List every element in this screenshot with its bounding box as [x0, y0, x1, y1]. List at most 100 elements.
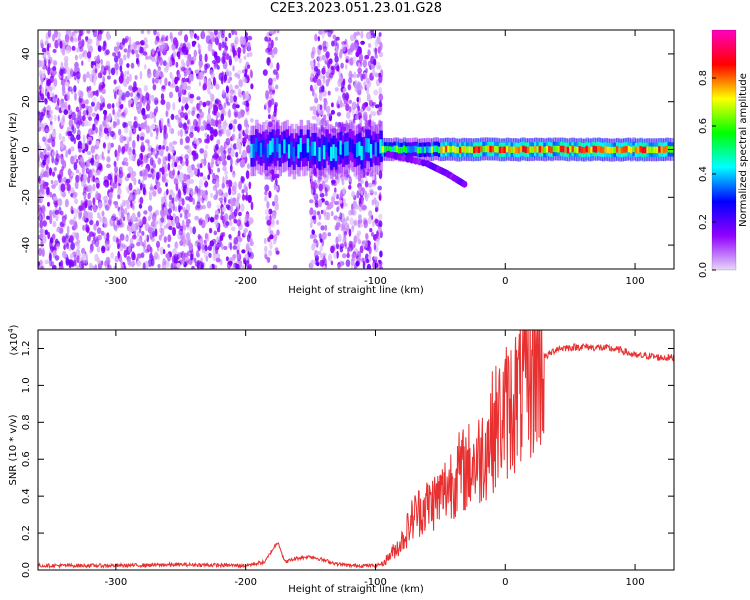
noise-mark	[225, 93, 230, 99]
noise-mark	[49, 240, 53, 249]
noise-mark	[167, 234, 172, 243]
noise-mark	[204, 53, 208, 63]
noise-mark	[177, 164, 183, 170]
snr-series-line	[38, 330, 674, 570]
noise-mark	[373, 256, 379, 261]
noise-mark	[317, 55, 323, 62]
noise-mark	[170, 113, 175, 120]
band-core	[597, 145, 601, 153]
noise-mark	[330, 260, 334, 266]
noise-mark	[208, 107, 211, 115]
noise-mark	[197, 242, 201, 251]
noise-mark	[43, 97, 48, 103]
noise-mark	[142, 100, 146, 107]
noise-mark	[229, 212, 235, 219]
noise-mark	[136, 134, 140, 142]
noise-mark	[348, 209, 353, 216]
spectrogram-x-ticks: -300 -200 -100 0 100	[105, 30, 645, 287]
noise-mark	[198, 72, 202, 81]
noise-mark	[52, 171, 55, 177]
noise-mark	[79, 102, 83, 111]
noise-mark	[122, 199, 126, 208]
band-core	[426, 145, 430, 153]
noise-mark	[348, 58, 353, 65]
noise-mark	[74, 92, 77, 101]
noise-mark	[152, 190, 157, 197]
noise-mark	[81, 247, 86, 255]
noise-mark	[117, 51, 121, 59]
noise-mark	[115, 68, 119, 76]
noise-mark	[208, 227, 213, 234]
noise-mark	[249, 252, 254, 260]
band-core	[416, 146, 421, 154]
noise-mark	[235, 263, 240, 269]
band-core	[515, 146, 519, 154]
noise-mark	[216, 177, 220, 184]
noise-mark	[94, 264, 98, 269]
noise-mark	[92, 197, 96, 205]
noise-mark	[268, 190, 272, 199]
noise-mark	[216, 236, 220, 245]
noise-mark	[234, 111, 238, 118]
noise-mark	[222, 176, 225, 185]
noise-mark	[187, 119, 190, 125]
noise-mark	[133, 95, 139, 105]
noise-mark	[146, 244, 152, 253]
noise-mark	[339, 75, 342, 85]
y-tick-label: 1.2	[21, 341, 32, 357]
noise-mark	[178, 73, 182, 79]
noise-mark	[117, 193, 121, 200]
noise-mark	[268, 89, 274, 96]
noise-mark	[46, 43, 50, 52]
noise-mark	[272, 264, 278, 269]
noise-mark	[314, 171, 318, 177]
noise-mark	[156, 61, 159, 68]
noise-mark	[60, 61, 64, 68]
noise-mark	[312, 215, 316, 220]
noise-mark	[273, 30, 277, 34]
noise-mark	[271, 211, 277, 220]
noise-mark	[171, 197, 175, 204]
noise-mark	[237, 88, 242, 97]
noise-mark	[97, 169, 101, 176]
noise-mark	[73, 85, 77, 93]
noise-mark	[158, 234, 162, 241]
noise-mark	[86, 51, 92, 59]
noise-mark	[147, 146, 151, 152]
noise-mark	[193, 257, 197, 263]
band-core	[566, 146, 571, 154]
noise-mark	[321, 85, 325, 93]
colorbar-tick-label: 0.8	[698, 70, 709, 86]
noise-mark	[193, 137, 198, 145]
noise-mark	[225, 180, 229, 185]
noise-mark	[166, 188, 169, 196]
noise-mark	[231, 45, 235, 54]
noise-mark	[76, 47, 80, 53]
noise-mark	[378, 170, 383, 180]
noise-mark	[246, 234, 251, 243]
noise-mark	[349, 73, 354, 78]
noise-mark	[130, 92, 133, 97]
noise-mark	[169, 220, 174, 226]
noise-mark	[358, 185, 362, 192]
band-core	[616, 146, 620, 153]
band-core	[576, 146, 580, 154]
noise-mark	[325, 206, 330, 211]
noise-mark	[249, 240, 254, 247]
noise-mark	[137, 218, 143, 227]
noise-mark	[174, 206, 178, 212]
band-core	[395, 145, 400, 153]
noise-mark	[49, 215, 53, 225]
noise-mark	[309, 221, 313, 229]
band-core	[304, 143, 308, 158]
noise-mark	[98, 127, 102, 137]
noise-mark	[40, 197, 44, 203]
noise-mark	[155, 51, 159, 58]
noise-mark	[366, 106, 371, 112]
noise-mark	[309, 199, 314, 204]
noise-mark	[127, 146, 132, 156]
band-core	[494, 145, 498, 153]
noise-mark	[165, 201, 168, 207]
noise-mark	[230, 157, 233, 167]
noise-mark	[231, 30, 235, 36]
